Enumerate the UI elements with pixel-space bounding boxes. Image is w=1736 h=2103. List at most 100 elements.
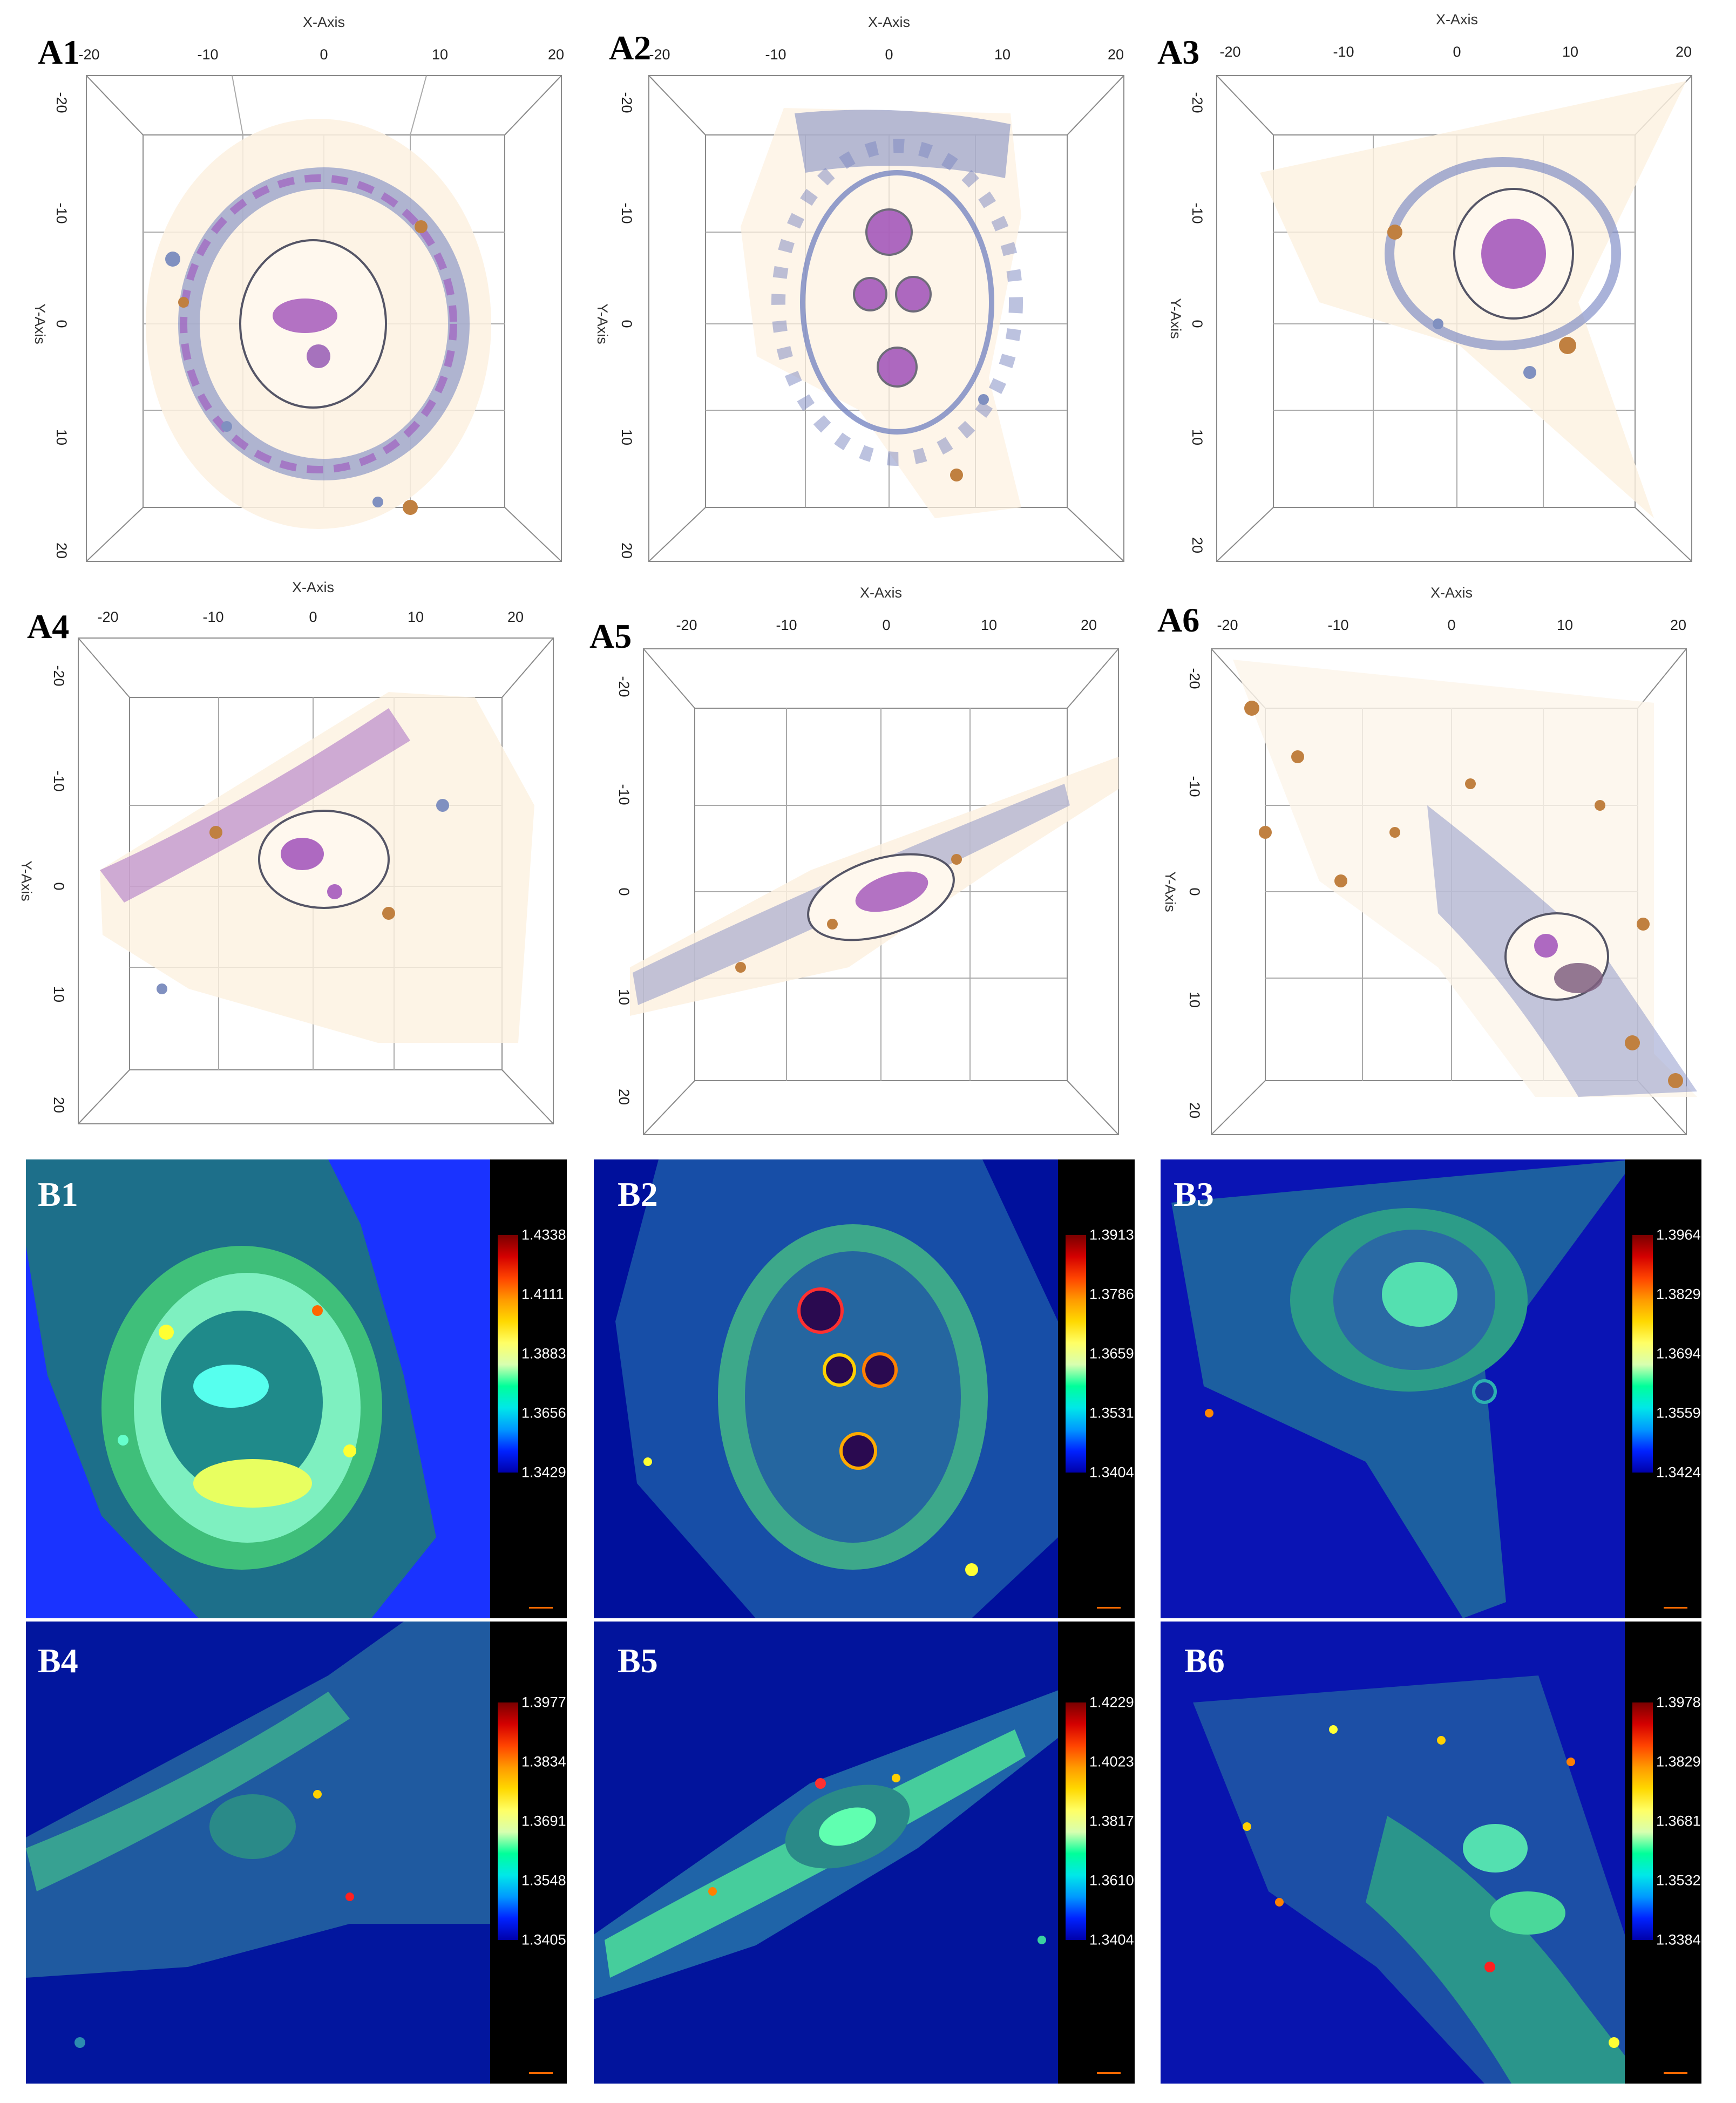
colorbar-tick: 1.3691 bbox=[521, 1813, 566, 1829]
colorbar-gradient bbox=[1066, 1235, 1086, 1473]
panel-label: A1 bbox=[38, 33, 80, 71]
y-tick-label: -10 bbox=[53, 202, 70, 223]
x-tick-label: -20 bbox=[1217, 617, 1238, 633]
x-tick-label: 10 bbox=[1562, 44, 1578, 60]
x-tick-label: -20 bbox=[97, 609, 118, 625]
x-tick-label: -20 bbox=[676, 617, 697, 633]
x-axis-title: X-Axis bbox=[292, 579, 334, 595]
x-tick-label: -10 bbox=[765, 46, 786, 63]
x-tick-label: 0 bbox=[885, 46, 893, 63]
colorbar-tick: 1.4023 bbox=[1089, 1753, 1134, 1770]
y-tick-label: -10 bbox=[616, 784, 632, 805]
scale-bar bbox=[529, 1607, 553, 1609]
y-tick-label: -10 bbox=[1189, 202, 1205, 223]
x-tick-label: 10 bbox=[432, 46, 448, 63]
scale-bar bbox=[1097, 2072, 1121, 2074]
panel-b6: B6 1.3978 1.3829 1.3681 1.3532 1.3384 bbox=[1161, 1622, 1701, 2084]
x-axis-title: X-Axis bbox=[303, 14, 345, 30]
y-axis-title: Y-Axis bbox=[594, 303, 611, 344]
x-tick-label: 0 bbox=[882, 617, 890, 633]
panel-a3: A3 X-Axis -20 -10 0 10 20 Y-Axi bbox=[1157, 0, 1736, 579]
x-tick-label: 20 bbox=[1081, 617, 1097, 633]
cell-volume bbox=[741, 108, 1023, 518]
colorbar-tick: 1.3610 bbox=[1089, 1872, 1134, 1889]
colorbar-gradient bbox=[1632, 1702, 1653, 1940]
colorbar-tick: 1.3913 bbox=[1089, 1226, 1134, 1243]
x-tick-label: -10 bbox=[1333, 44, 1354, 60]
colorbar: 1.3978 1.3829 1.3681 1.3532 1.3384 bbox=[1625, 1622, 1701, 2084]
scale-bar bbox=[529, 2072, 553, 2074]
colorbar-tick: 1.4111 bbox=[521, 1286, 564, 1302]
cell-volume bbox=[1233, 660, 1697, 1097]
y-axis-title: Y-Axis bbox=[18, 860, 35, 901]
x-tick-label: 10 bbox=[408, 609, 424, 625]
y-tick-label: 20 bbox=[53, 542, 70, 559]
x-tick-label: -10 bbox=[1327, 617, 1348, 633]
panel-label: B4 bbox=[38, 1641, 78, 1680]
y-tick-label: 0 bbox=[1189, 320, 1205, 328]
x-tick-label: 0 bbox=[320, 46, 328, 63]
x-tick-labels: -20 -10 0 10 20 bbox=[1219, 44, 1692, 60]
x-tick-label: 20 bbox=[548, 46, 564, 63]
cell-volume bbox=[630, 757, 1118, 1016]
colorbar-tick: 1.3548 bbox=[521, 1872, 566, 1889]
colorbar-tick: 1.3429 bbox=[521, 1464, 566, 1481]
x-tick-labels: -20 -10 0 10 20 bbox=[97, 609, 524, 625]
colorbar: 1.4338 1.4111 1.3883 1.3656 1.3429 bbox=[490, 1159, 567, 1618]
ri-map bbox=[26, 1622, 512, 2084]
colorbar-gradient bbox=[498, 1235, 518, 1473]
colorbar-tick: 1.3424 bbox=[1656, 1464, 1701, 1481]
x-tick-label: -20 bbox=[78, 46, 99, 63]
panel-label: B3 bbox=[1174, 1175, 1214, 1213]
colorbar-tick: 1.3559 bbox=[1656, 1405, 1701, 1421]
x-tick-label: 0 bbox=[309, 609, 317, 625]
colorbar-gradient bbox=[1066, 1702, 1086, 1940]
volume-render-3d: X-Axis -20 -10 0 10 20 -20 -10 0 10 20 bbox=[616, 585, 1119, 1135]
colorbar-tick: 1.3405 bbox=[521, 1931, 566, 1948]
panel-a2: A2 X-Axis -20 -10 0 10 bbox=[579, 0, 1157, 579]
panel-label: A2 bbox=[609, 29, 652, 67]
panel-a6: A6 X-Axis -20 -10 0 bbox=[1157, 579, 1736, 1157]
colorbar-gradient bbox=[1632, 1235, 1653, 1473]
volume-render-3d: X-Axis -20 -10 0 10 20 Y-Axis -20 -10 0 … bbox=[18, 579, 554, 1124]
x-tick-label: -10 bbox=[197, 46, 218, 63]
panel-b1: B1 1.4338 1.4111 1.3883 1.3656 1.3429 bbox=[26, 1159, 567, 1618]
y-tick-label: 10 bbox=[51, 986, 67, 1002]
y-tick-label: -10 bbox=[619, 202, 635, 223]
ri-map bbox=[594, 1159, 1080, 1618]
colorbar-tick: 1.3786 bbox=[1089, 1286, 1134, 1302]
panel-b5: B5 1.4229 1.4023 1.3817 1.3610 1.3404 bbox=[594, 1622, 1135, 2084]
y-tick-label: -10 bbox=[51, 770, 67, 791]
x-tick-labels: -20 -10 0 10 20 bbox=[676, 617, 1097, 633]
x-tick-label: 20 bbox=[507, 609, 524, 625]
x-tick-label: -20 bbox=[1219, 44, 1240, 60]
colorbar-tick: 1.4338 bbox=[521, 1226, 566, 1243]
colorbar-tick: 1.3829 bbox=[1656, 1753, 1701, 1770]
y-tick-label: -20 bbox=[51, 665, 67, 686]
y-tick-label: 20 bbox=[619, 542, 635, 559]
volume-render-3d: X-Axis -20 -10 0 10 20 Y-Axis -20 -10 0 … bbox=[32, 14, 564, 562]
volume-render-3d: X-Axis -20 -10 0 10 20 Y-Axis -20 -10 0 … bbox=[1168, 11, 1692, 562]
colorbar-tick: 1.3834 bbox=[521, 1753, 566, 1770]
x-axis-title: X-Axis bbox=[860, 585, 902, 601]
x-axis-title: X-Axis bbox=[868, 14, 910, 30]
y-tick-label: 20 bbox=[616, 1089, 632, 1105]
y-tick-label: 10 bbox=[1186, 992, 1203, 1008]
panel-b3: B3 1.3964 1.3829 1.3694 1.3559 1.3424 bbox=[1161, 1159, 1701, 1618]
colorbar-tick: 1.3531 bbox=[1089, 1405, 1134, 1421]
y-tick-labels: -20 -10 0 10 20 bbox=[1189, 92, 1205, 553]
cell-volume bbox=[146, 119, 491, 529]
x-tick-labels: -20 -10 0 10 20 bbox=[1217, 617, 1686, 633]
panel-b2: B2 1.3913 1.3786 1.3659 1.3531 1.3404 bbox=[594, 1159, 1135, 1618]
colorbar-tick: 1.3656 bbox=[521, 1405, 566, 1421]
panel-label: A6 bbox=[1157, 601, 1200, 639]
y-tick-label: 0 bbox=[1186, 887, 1203, 896]
y-tick-labels: -20 -10 0 10 20 bbox=[619, 92, 635, 559]
cell-volume bbox=[100, 692, 534, 1043]
panel-a1: A1 X-Axis -20 -10 0 bbox=[0, 0, 579, 579]
panel-label: B6 bbox=[1184, 1641, 1225, 1680]
y-tick-label: 20 bbox=[51, 1097, 67, 1113]
panel-label: B1 bbox=[38, 1175, 78, 1213]
panel-label: A5 bbox=[589, 617, 632, 655]
cell-volume bbox=[1260, 81, 1686, 518]
